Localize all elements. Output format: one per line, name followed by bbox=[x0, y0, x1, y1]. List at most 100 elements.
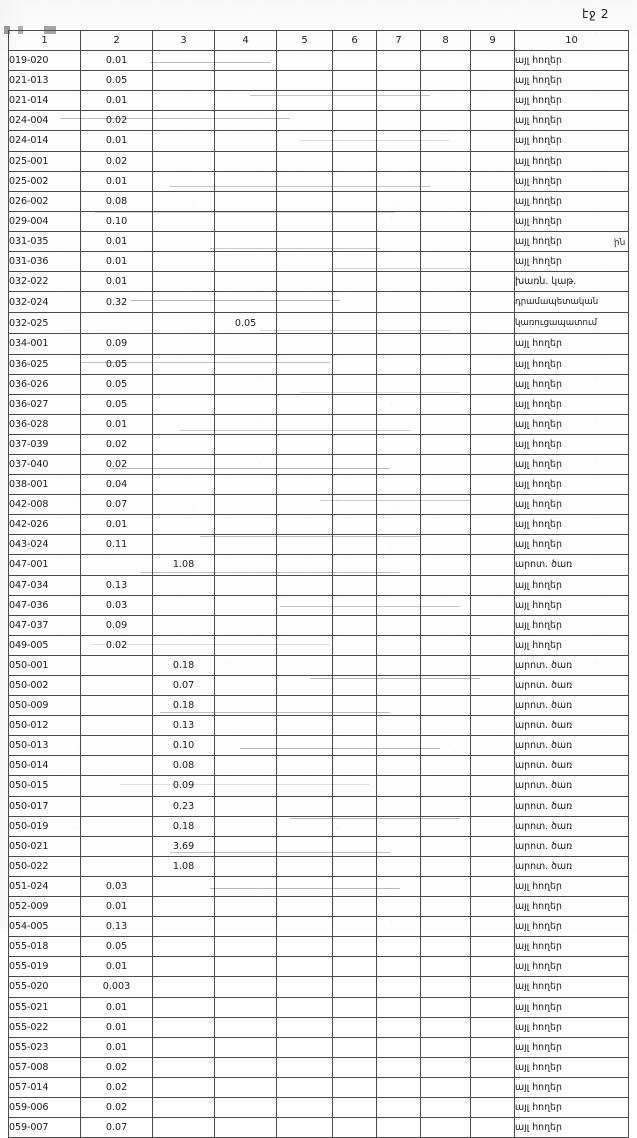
cell-value-col-4 bbox=[214, 1036, 277, 1058]
cell-value-col-3 bbox=[152, 413, 215, 435]
cell-value-col-7 bbox=[376, 271, 421, 293]
cell-value-col-2: 0.03 bbox=[80, 594, 153, 616]
cell-value-col-5 bbox=[276, 594, 333, 616]
cell-land-category: այլ հողեր bbox=[514, 896, 629, 918]
cell-value-col-4 bbox=[214, 996, 277, 1018]
cell-value-col-9 bbox=[470, 453, 515, 476]
table-row: 050-021 3.69 արոտ. ծառ bbox=[8, 835, 629, 857]
cell-value-col-4 bbox=[214, 413, 277, 435]
cell-value-col-6 bbox=[332, 1096, 377, 1119]
cell-value-col-4 bbox=[214, 90, 277, 112]
cell-value-col-4: 0.05 bbox=[214, 312, 277, 335]
cell-parcel-code: 032-024 bbox=[8, 291, 81, 314]
cell-value-col-7 bbox=[376, 70, 421, 92]
cell-parcel-code: 047-036 bbox=[8, 594, 81, 616]
cell-value-col-2: 0.01 bbox=[80, 230, 153, 253]
cell-parcel-code: 024-004 bbox=[8, 110, 81, 132]
cell-value-col-4 bbox=[214, 956, 277, 978]
cell-value-col-8 bbox=[420, 715, 471, 737]
cell-value-col-5 bbox=[276, 291, 333, 314]
cell-value-col-2 bbox=[80, 735, 153, 757]
cell-parcel-code: 037-039 bbox=[8, 433, 81, 455]
cell-value-col-4 bbox=[214, 674, 277, 697]
cell-value-col-6 bbox=[332, 90, 377, 112]
cell-value-col-4 bbox=[214, 735, 277, 757]
cell-parcel-code: 036-028 bbox=[8, 413, 81, 435]
cell-value-col-7 bbox=[376, 353, 421, 375]
cell-value-col-9 bbox=[470, 514, 515, 536]
cell-value-col-3 bbox=[152, 1076, 215, 1098]
cell-value-col-4 bbox=[214, 393, 277, 415]
cell-value-col-5 bbox=[276, 976, 333, 998]
table-row: 038-001 0.04 այլ հողեր bbox=[8, 474, 629, 496]
cell-value-col-5 bbox=[276, 50, 333, 72]
cell-value-col-4 bbox=[214, 554, 277, 576]
cell-parcel-code: 050-001 bbox=[8, 654, 81, 677]
cell-value-col-3 bbox=[152, 333, 215, 355]
cell-value-col-2: 0.02 bbox=[80, 110, 153, 132]
cell-value-col-7 bbox=[376, 50, 421, 72]
cell-parcel-code: 051-024 bbox=[8, 875, 81, 898]
cell-value-col-7 bbox=[376, 634, 421, 656]
cell-value-col-8 bbox=[420, 453, 471, 476]
cell-value-col-9 bbox=[470, 353, 515, 375]
cell-value-col-5 bbox=[276, 614, 333, 636]
cell-value-col-2 bbox=[80, 654, 153, 677]
page-number: էջ 2 bbox=[582, 6, 609, 21]
cell-land-category: այլ հողեր bbox=[514, 150, 629, 172]
cell-value-col-4 bbox=[214, 1056, 277, 1078]
table-row: 057-014 0.02 այլ հողեր bbox=[8, 1076, 629, 1098]
cell-value-col-7 bbox=[376, 916, 421, 938]
cell-value-col-9 bbox=[470, 996, 515, 1018]
cell-value-col-7 bbox=[376, 674, 421, 697]
cell-parcel-code: 059-007 bbox=[8, 1117, 81, 1138]
cell-value-col-7 bbox=[376, 150, 421, 172]
cell-value-col-7 bbox=[376, 312, 421, 335]
cell-land-category: այլ հողեր bbox=[514, 514, 629, 536]
table-row: 050-015 0.09 արոտ. ծառ bbox=[8, 775, 629, 797]
cell-value-col-6 bbox=[332, 695, 377, 717]
cell-value-col-4 bbox=[214, 755, 277, 777]
cell-value-col-6 bbox=[332, 755, 377, 777]
cell-value-col-2 bbox=[80, 554, 153, 576]
cell-value-col-3 bbox=[152, 1056, 215, 1078]
cell-value-col-8 bbox=[420, 695, 471, 717]
cell-value-col-3 bbox=[152, 514, 215, 536]
cell-value-col-4 bbox=[214, 474, 277, 496]
cell-parcel-code: 050-013 bbox=[8, 735, 81, 757]
cell-value-col-5 bbox=[276, 474, 333, 496]
cell-value-col-5 bbox=[276, 574, 333, 596]
cell-value-col-3 bbox=[152, 50, 215, 72]
cell-value-col-7 bbox=[376, 1117, 421, 1138]
cell-value-col-2: 0.08 bbox=[80, 190, 153, 212]
cell-value-col-4 bbox=[214, 70, 277, 92]
cell-value-col-8 bbox=[420, 875, 471, 898]
cell-value-col-9 bbox=[470, 855, 515, 877]
cell-value-col-7 bbox=[376, 170, 421, 192]
table-row: 055-018 0.05 այլ հողեր bbox=[8, 936, 629, 958]
cell-value-col-4 bbox=[214, 291, 277, 314]
cell-value-col-2: 0.01 bbox=[80, 514, 153, 536]
cell-value-col-9 bbox=[470, 695, 515, 717]
cell-land-category: այլ հողեր bbox=[514, 1117, 629, 1138]
cell-value-col-5 bbox=[276, 875, 333, 898]
cell-parcel-code: 034-001 bbox=[8, 333, 81, 355]
cell-parcel-code: 055-020 bbox=[8, 976, 81, 998]
table-row: 049-005 0.02 այլ հողեր bbox=[8, 634, 629, 656]
cell-value-col-4 bbox=[214, 654, 277, 677]
cell-value-col-8 bbox=[420, 936, 471, 958]
cell-land-category: այլ հողեր bbox=[514, 976, 629, 998]
cell-value-col-9 bbox=[470, 150, 515, 172]
cell-land-category: արոտ. ծառ bbox=[514, 815, 629, 837]
cell-value-col-9 bbox=[470, 755, 515, 777]
cell-land-category: այլ հողեր bbox=[514, 916, 629, 938]
table-row: 034-001 0.09 այլ հողեր bbox=[8, 333, 629, 355]
cell-parcel-code: 036-026 bbox=[8, 373, 81, 395]
cell-value-col-5 bbox=[276, 534, 333, 556]
cell-parcel-code: 059-006 bbox=[8, 1096, 81, 1119]
cell-value-col-6 bbox=[332, 251, 377, 273]
cell-value-col-7 bbox=[376, 534, 421, 556]
cell-value-col-2: 0.01 bbox=[80, 50, 153, 72]
cell-value-col-5 bbox=[276, 210, 333, 232]
cell-value-col-6 bbox=[332, 674, 377, 697]
